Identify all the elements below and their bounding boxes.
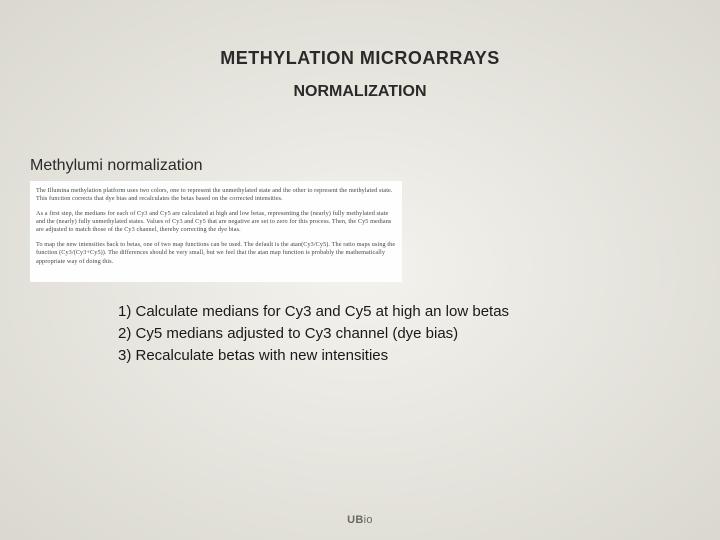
quoted-excerpt-box: The Illumina methylation platform uses t… bbox=[30, 181, 402, 282]
title-line-1: METHYLATION MICROARRAYS bbox=[0, 0, 720, 69]
slide: METHYLATION MICROARRAYS NORMALIZATION Me… bbox=[0, 0, 720, 540]
title-line-2: NORMALIZATION bbox=[0, 83, 720, 101]
footer-prefix: UB bbox=[347, 514, 364, 526]
step-item: 1) Calculate medians for Cy3 and Cy5 at … bbox=[118, 302, 720, 322]
excerpt-paragraph: As a first step, the medians for each of… bbox=[36, 210, 396, 235]
excerpt-paragraph: To map the new intensities back to betas… bbox=[36, 241, 396, 266]
footer-logo: UBio bbox=[0, 514, 720, 526]
footer-suffix: io bbox=[364, 514, 373, 526]
section-subheading: Methylumi normalization bbox=[30, 157, 720, 175]
step-item: 3) Recalculate betas with new intensitie… bbox=[118, 346, 720, 366]
excerpt-paragraph: The Illumina methylation platform uses t… bbox=[36, 187, 396, 204]
steps-list: 1) Calculate medians for Cy3 and Cy5 at … bbox=[118, 302, 720, 367]
step-item: 2) Cy5 medians adjusted to Cy3 channel (… bbox=[118, 324, 720, 344]
